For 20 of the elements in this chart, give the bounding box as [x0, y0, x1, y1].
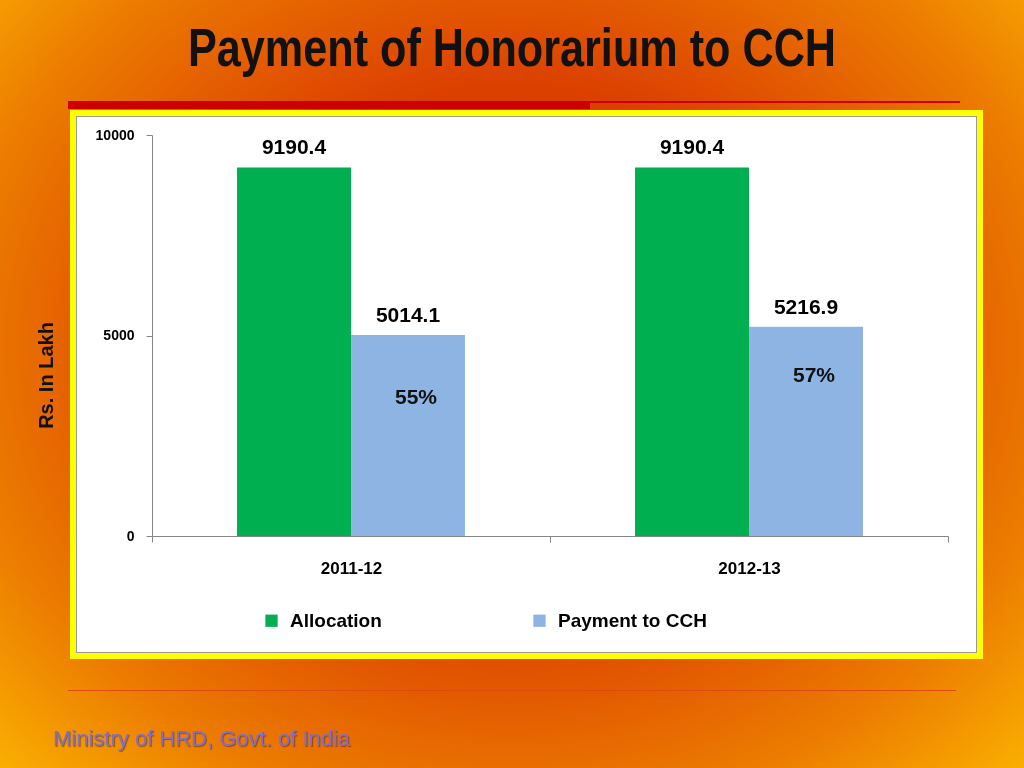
y-tick-label: 10000	[95, 126, 135, 143]
chart-title: Payment of Honorarium to CCH	[187, 16, 837, 78]
data-label: 5216.9	[773, 294, 839, 318]
data-label: 9190.4	[261, 135, 327, 159]
y-tick-label: 0	[126, 527, 135, 544]
annotation: 57%	[792, 362, 836, 386]
y-tick-label: 5000	[103, 327, 135, 343]
data-label: 9190.4	[659, 135, 725, 159]
x-tick-label: 2011-12	[320, 558, 383, 578]
data-label: 5014.1	[375, 302, 441, 326]
y-axis-title: Rs. In Lakh	[34, 322, 57, 429]
annotation: 55%	[394, 384, 438, 408]
bar	[635, 167, 749, 536]
bar	[351, 334, 465, 536]
legend-label: Allocation	[290, 609, 382, 631]
x-tick-label: 2012-13	[718, 558, 781, 578]
legend-label: Payment to CCH	[558, 609, 707, 631]
text: Ministry of HRD, Govt. of India	[53, 726, 351, 752]
bar	[237, 167, 351, 536]
bar	[749, 326, 863, 536]
